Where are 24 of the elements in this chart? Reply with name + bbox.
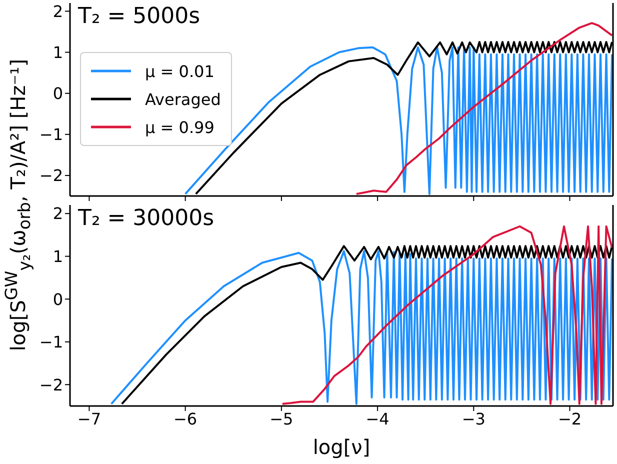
y-tick-label: 1: [52, 42, 63, 62]
y-tick-label: 0: [52, 84, 63, 104]
line-series: [281, 225, 613, 405]
y-tick-label: −1: [39, 332, 63, 352]
x-tick-label: −6: [174, 409, 198, 428]
x-axis-title: log[ν]: [312, 435, 370, 459]
y-tick-label: 2: [52, 204, 63, 224]
y-tick-label: 2: [52, 2, 63, 21]
x-tick-label: −3: [462, 409, 486, 428]
legend-label: μ = 0.99: [145, 118, 214, 136]
y-tick-label: 1: [52, 247, 63, 266]
y-tick-label: −1: [39, 125, 63, 144]
line-series: [355, 22, 613, 195]
y-tick-label: 0: [52, 290, 63, 309]
x-tick-label: −7: [77, 409, 102, 428]
legend-label: μ = 0.01: [145, 62, 214, 80]
y-tick-label: −2: [39, 166, 63, 186]
annotation: T₂ = 30000s: [78, 206, 214, 231]
x-tick-label: −2: [558, 409, 582, 428]
x-tick-label: −5: [270, 409, 294, 428]
legend-label: Averaged: [145, 90, 221, 108]
y-tick-label: −2: [39, 375, 63, 394]
annotation: T₂ = 5000s: [78, 4, 200, 29]
x-tick-label: −4: [366, 409, 390, 428]
